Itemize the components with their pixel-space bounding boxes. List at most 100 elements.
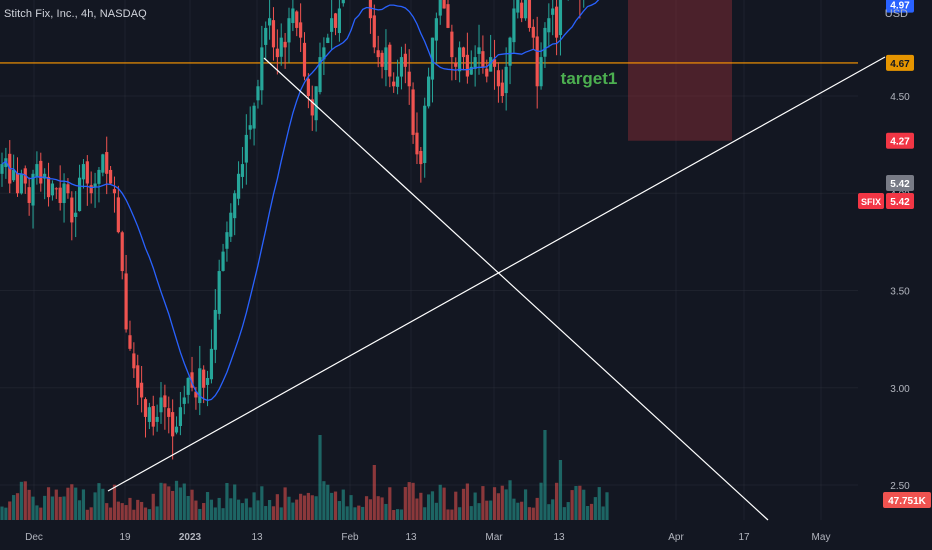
candle-body [43,173,47,179]
candle-body [132,353,136,369]
candle-body [233,193,237,219]
volume-bar [225,482,229,520]
volume-bar [252,492,256,520]
candle-body [543,27,547,57]
time-axis: Dec 19 2023 13 Feb 13 Mar 13 Apr 17 May [25,532,830,543]
volume-bar [221,508,225,520]
volume-bar [427,494,431,520]
volume-bar [124,505,128,520]
candle-body [527,0,532,28]
candle-body [46,176,51,198]
candle-body [74,212,78,217]
horizontal-levels[interactable] [0,0,858,64]
candle-body [558,0,563,36]
candle-body [39,160,43,184]
volume-bar [578,485,582,520]
candle-body [287,18,291,43]
candle-body [411,89,415,135]
volume-bar [295,499,299,520]
price-label-box [886,54,914,71]
volume-bar [384,503,388,520]
volume-bar [283,487,287,520]
volume-bar [171,490,175,520]
volume-bar [465,483,469,520]
price-label-text: 4.27 [890,137,910,148]
candle-body [446,4,450,28]
candle-body [229,212,233,237]
volume-bar [89,507,93,520]
volume-bar [112,484,117,520]
price-label-text: 47.751K [888,496,927,507]
ma-line [1,0,600,402]
volume-bar [108,507,113,520]
candle-body [35,164,39,177]
volume-bar [50,496,55,520]
volume-bar [0,506,4,520]
candle-body [236,173,241,199]
volume-bar [8,501,12,520]
volume-bar [15,493,20,520]
candle-body [140,382,144,398]
volume-bar [333,491,338,520]
candle-body [337,8,342,34]
candle-body [376,50,380,58]
candle-body [209,348,214,380]
volume-bar [322,481,326,520]
volume-bar [403,487,407,520]
price-label-box [886,0,914,13]
volume-bar [105,503,109,520]
candle-body [260,47,264,91]
candle-body [322,47,326,60]
candle-body [496,70,501,87]
candle-body [504,66,508,94]
volume-bar [132,509,136,520]
candle-body [380,52,384,67]
candle-body [194,391,198,398]
candle-body [302,42,307,77]
volume-bar [330,492,334,520]
candle-body [70,197,74,223]
candle-body [516,0,520,13]
candle-body [264,27,268,45]
volume-bar [267,499,272,520]
x-tick-label: Feb [341,532,359,543]
volume-bar [27,489,31,520]
candle-body [333,13,338,28]
volume-bar [256,500,260,520]
candle-body [147,407,151,422]
candle-body [213,309,217,350]
volume-bar [128,497,132,520]
x-tick-label: 2023 [179,532,202,543]
trend-lines[interactable] [107,56,886,521]
candle-body [523,0,528,19]
candle-body [539,57,543,87]
target-annotation: target1 [561,69,618,88]
candle-body [58,187,62,203]
candle-body [481,51,485,67]
position-box[interactable] [628,0,732,141]
volume-bar [202,503,206,520]
volume-bar [4,507,8,520]
volume-bar [97,483,101,520]
candle-body [62,183,66,204]
volume-bar [481,486,485,520]
candle-body [202,369,206,388]
volume-bar [81,489,86,520]
volume-bar [395,509,400,520]
candle-body [372,15,376,48]
volume-bar [310,495,314,520]
volume-bar [492,487,497,520]
volume-bar [376,496,380,520]
candle-body [151,406,155,427]
volume-bar [605,492,609,520]
y-tick-label: 3.00 [890,384,910,395]
volume-bar [516,502,520,520]
candle-body [174,426,179,433]
ascending-trendline [107,56,886,492]
volume-bar [415,498,419,520]
candle-body [554,6,559,38]
volume-bar [353,507,357,520]
candle-body [395,76,400,87]
